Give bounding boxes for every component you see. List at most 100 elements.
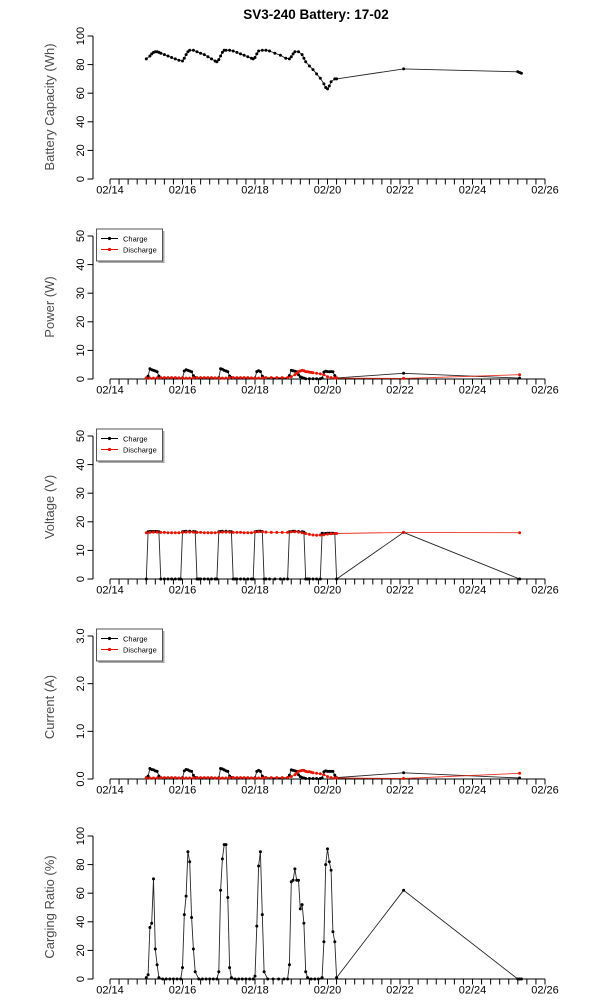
svg-text:02/16: 02/16 (169, 185, 197, 197)
svg-text:02/24: 02/24 (459, 385, 487, 397)
svg-text:20: 20 (75, 944, 87, 956)
chart-layer: 0.01.02.03.002/14 02/16 02/18 02/20 02/22 02/… (75, 628, 559, 796)
svg-text:0: 0 (75, 976, 87, 982)
legend: Charge Discharge (96, 628, 165, 663)
y-axis-label: Current (A) (42, 675, 57, 739)
series-discharge (144, 530, 522, 537)
y-axis: 0 10 20 30 40 50 (75, 430, 94, 582)
y-axis: 0 20 40 60 80 100 (75, 27, 94, 182)
svg-text:10: 10 (75, 544, 87, 556)
svg-text:50: 50 (75, 230, 87, 242)
svg-text:02/20: 02/20 (314, 585, 342, 597)
svg-text:02/14: 02/14 (96, 785, 124, 797)
y-axis-label: Carging Ratio (%) (42, 855, 57, 958)
svg-text:02/26: 02/26 (531, 585, 559, 597)
svg-text:0.0: 0.0 (75, 771, 87, 786)
svg-text:02/24: 02/24 (459, 985, 487, 997)
chart-layer: 0 10 20 30 40 50 02/14 02/16 02/18 02/20 02/22 02/2… (75, 228, 559, 397)
svg-text:3.0: 3.0 (75, 628, 87, 643)
svg-text:02/14: 02/14 (96, 385, 124, 397)
series-discharge (144, 768, 522, 780)
y-axis: 0 10 20 30 40 50 (75, 230, 94, 382)
svg-text:Charge: Charge (123, 234, 148, 243)
svg-text:02/16: 02/16 (169, 385, 197, 397)
svg-text:30: 30 (75, 287, 87, 299)
y-axis-label: Voltage (V) (42, 475, 57, 539)
chart-layer: 0 10 20 30 40 50 02/14 02/16 02/18 02/20 02/22 02/2… (75, 428, 559, 597)
svg-text:02/26: 02/26 (531, 785, 559, 797)
y-axis: 0.0 1.0 2.0 3.0 (75, 628, 94, 787)
svg-text:02/22: 02/22 (386, 585, 414, 597)
chart-layer: 0 20 40 60 80 100 02/14 02/16 02/18 02/20 02/22 02/… (75, 827, 559, 997)
svg-text:02/26: 02/26 (531, 985, 559, 997)
svg-text:40: 40 (75, 458, 87, 470)
svg-text:02/22: 02/22 (386, 385, 414, 397)
svg-text:02/16: 02/16 (169, 785, 197, 797)
svg-text:02/18: 02/18 (241, 185, 269, 197)
legend: Charge Discharge (96, 428, 165, 463)
svg-text:40: 40 (75, 916, 87, 928)
y-axis-label: Battery Capacity (Wh) (42, 43, 57, 170)
legend: Charge Discharge (96, 228, 165, 263)
series-charge (144, 529, 522, 581)
svg-text:60: 60 (75, 87, 87, 99)
panel-carging-ratio: Carging Ratio (%) 0 20 40 60 80 100 02/14 02/16… (42, 827, 559, 997)
svg-text:02/18: 02/18 (241, 985, 269, 997)
svg-text:1.0: 1.0 (75, 724, 87, 739)
svg-text:80: 80 (75, 858, 87, 870)
svg-text:02/20: 02/20 (314, 785, 342, 797)
panel-power: Power (W) 0 10 20 30 40 50 02/14 02/16 02/18 02/2… (42, 228, 559, 397)
svg-text:02/18: 02/18 (241, 385, 269, 397)
x-axis: 02/14 02/16 02/18 02/20 02/22 02/24 02/26 (96, 378, 559, 397)
x-axis: 02/14 02/16 02/18 02/20 02/22 02/24 02/26 (96, 778, 559, 797)
svg-text:20: 20 (75, 144, 87, 156)
svg-text:02/20: 02/20 (314, 185, 342, 197)
svg-text:02/14: 02/14 (96, 185, 124, 197)
series-capacity (144, 48, 523, 91)
svg-text:50: 50 (75, 430, 87, 442)
svg-text:40: 40 (75, 258, 87, 270)
svg-text:02/20: 02/20 (314, 385, 342, 397)
svg-text:30: 30 (75, 487, 87, 499)
svg-text:02/16: 02/16 (169, 985, 197, 997)
svg-text:02/22: 02/22 (386, 185, 414, 197)
panel-battery-capacity: SV3-240 Battery: 17-02 Battery Capacity … (42, 7, 559, 197)
svg-text:Discharge: Discharge (123, 245, 157, 254)
svg-text:80: 80 (75, 58, 87, 70)
series-carging-ratio (144, 843, 523, 981)
svg-text:0: 0 (75, 576, 87, 582)
svg-text:0: 0 (75, 376, 87, 382)
svg-text:02/14: 02/14 (96, 585, 124, 597)
svg-text:100: 100 (75, 827, 87, 845)
svg-text:02/22: 02/22 (386, 785, 414, 797)
svg-text:02/20: 02/20 (314, 985, 342, 997)
svg-text:0: 0 (75, 176, 87, 182)
x-axis: 02/14 02/16 02/18 02/20 02/22 02/24 02/26 (96, 178, 559, 197)
svg-text:02/24: 02/24 (459, 185, 487, 197)
svg-text:100: 100 (75, 27, 87, 45)
svg-text:02/24: 02/24 (459, 585, 487, 597)
svg-text:2.0: 2.0 (75, 676, 87, 691)
series-discharge (144, 368, 522, 380)
svg-text:Discharge: Discharge (123, 445, 157, 454)
x-axis: 02/14 02/16 02/18 02/20 02/22 02/24 02/26 (96, 578, 559, 597)
svg-text:02/26: 02/26 (531, 185, 559, 197)
y-axis-label: Power (W) (42, 276, 57, 337)
svg-text:02/18: 02/18 (241, 585, 269, 597)
svg-text:Charge: Charge (123, 434, 148, 443)
svg-text:02/24: 02/24 (459, 785, 487, 797)
svg-text:02/14: 02/14 (96, 985, 124, 997)
svg-text:60: 60 (75, 887, 87, 899)
svg-text:10: 10 (75, 344, 87, 356)
svg-text:Discharge: Discharge (123, 645, 157, 654)
svg-text:02/22: 02/22 (386, 985, 414, 997)
svg-text:02/18: 02/18 (241, 785, 269, 797)
page-title: SV3-240 Battery: 17-02 (243, 7, 389, 22)
svg-text:40: 40 (75, 116, 87, 128)
svg-text:20: 20 (75, 516, 87, 528)
y-axis: 0 20 40 60 80 100 (75, 827, 94, 982)
svg-text:02/26: 02/26 (531, 385, 559, 397)
